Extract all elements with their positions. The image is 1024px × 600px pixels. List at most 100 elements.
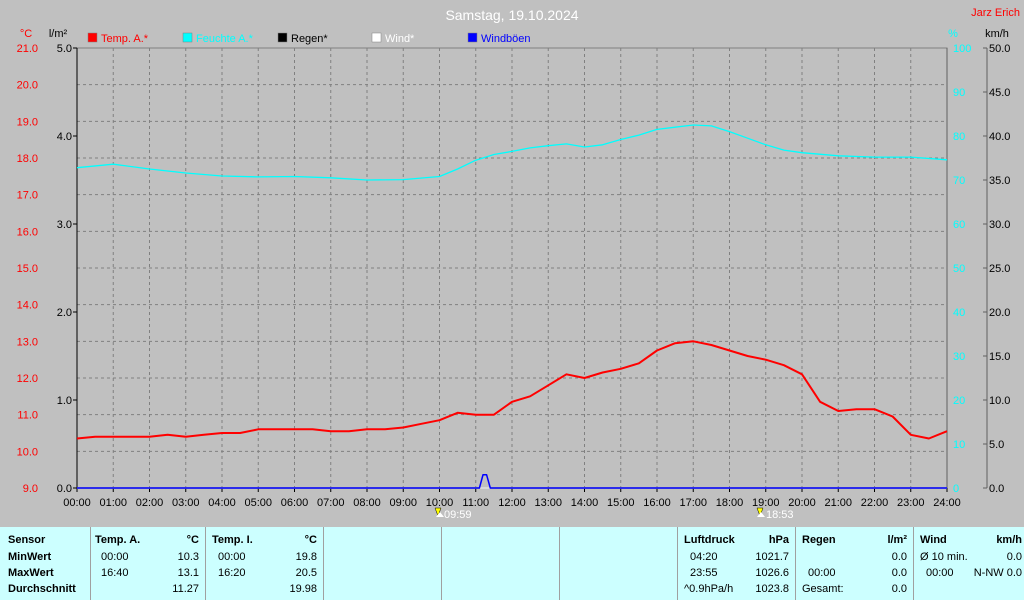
- stats-col-empty-3: [560, 527, 678, 600]
- rain-tick-label: 5.0: [57, 43, 72, 55]
- stats-col-empty-2: [442, 527, 560, 600]
- time-axis-ticks: 00:00 01:00 02:00 03:00 04:00 05:00 06:00 07:00…: [63, 488, 961, 509]
- legend-label: Temp. A.*: [101, 33, 149, 45]
- pressure-unit: hPa: [768, 534, 789, 546]
- sunrise-time: 09:59: [444, 509, 472, 521]
- legend-swatch: [182, 32, 193, 43]
- temp-i-header: Temp. I.: [212, 534, 253, 546]
- author-label: Jarz Erich: [971, 7, 1020, 19]
- humidity-line: [76, 124, 948, 181]
- wind-tick-label: 45.0: [989, 87, 1010, 99]
- time-tick-label: 06:00: [281, 497, 309, 509]
- stats-table: Sensor MinWert MaxWert Durchschnitt Temp…: [0, 527, 1024, 600]
- temp-line: [76, 340, 948, 440]
- humidity-tick-label: 30: [953, 351, 965, 363]
- sunset-arrow-icon: [757, 512, 765, 517]
- temp-tick-label: 11.0: [17, 410, 38, 422]
- temp-tick-label: 15.0: [17, 263, 38, 275]
- temp-tick-label: 14.0: [17, 300, 38, 312]
- humidity-unit-label: %: [948, 28, 958, 40]
- stats-col-rain: Regen l/m² 0.0 00:00 0.0 Gesamt: 0.0: [796, 527, 914, 600]
- time-tick-label: 10:00: [426, 497, 454, 509]
- legend-swatch: [277, 32, 288, 43]
- humidity-tick-label: 70: [953, 175, 965, 187]
- time-tick-label: 24:00: [933, 497, 961, 509]
- legend-swatch: [87, 32, 98, 43]
- chart-title: Samstag, 19.10.2024: [445, 7, 578, 23]
- wind-max-dir: N-NW 0.0: [973, 567, 1022, 579]
- time-tick-label: 02:00: [136, 497, 164, 509]
- row-label-max: MaxWert: [8, 567, 54, 579]
- time-tick-label: 15:00: [607, 497, 635, 509]
- wind-tick-label: 30.0: [989, 219, 1010, 231]
- time-tick-label: 07:00: [317, 497, 345, 509]
- time-tick-label: 00:00: [63, 497, 91, 509]
- wind-header: Wind: [920, 534, 947, 546]
- temp-tick-label: 9.0: [23, 483, 38, 495]
- rain-time: 00:00: [808, 567, 836, 579]
- temp-tick-label: 17.0: [17, 190, 38, 202]
- pressure-max: 1026.6: [755, 567, 789, 579]
- humidity-tick-label: 40: [953, 307, 965, 319]
- pressure-min-time: 04:20: [690, 551, 718, 563]
- temp-a-min: 10.3: [177, 551, 199, 563]
- stats-col-wind: Wind km/h Ø 10 min. 0.0 00:00 N-NW 0.0: [914, 527, 1024, 600]
- rain-header: Regen: [802, 534, 836, 546]
- wind-tick-label: 5.0: [989, 439, 1004, 451]
- weather-chart: Samstag, 19.10.2024 Jarz Erich °C l/m² %…: [16, 7, 1020, 521]
- temp-tick-label: 13.0: [17, 336, 38, 348]
- temp-i-max: 20.5: [295, 567, 317, 579]
- rain-tick-label: 2.0: [57, 307, 72, 319]
- time-tick-label: 13:00: [534, 497, 562, 509]
- humidity-tick-label: 20: [953, 395, 965, 407]
- rain-total: 0.0: [891, 583, 907, 595]
- time-tick-label: 21:00: [824, 497, 852, 509]
- temp-tick-label: 19.0: [17, 116, 38, 128]
- time-tick-label: 09:00: [389, 497, 417, 509]
- time-tick-label: 14:00: [571, 497, 599, 509]
- humidity-tick-label: 100: [953, 43, 971, 55]
- time-tick-label: 05:00: [244, 497, 272, 509]
- sensor-header: Sensor: [8, 534, 46, 546]
- temp-i-max-time: 16:20: [218, 567, 246, 579]
- humidity-tick-label: 60: [953, 219, 965, 231]
- sunset-marker: 18:53: [756, 507, 794, 521]
- time-tick-label: 08:00: [353, 497, 381, 509]
- wind-unit: km/h: [996, 534, 1022, 546]
- legend-label: Feuchte A.*: [196, 33, 254, 45]
- rain-tick-label: 0.0: [57, 483, 72, 495]
- temp-a-header: Temp. A.: [95, 534, 141, 546]
- wind-tick-label: 25.0: [989, 263, 1010, 275]
- time-tick-label: 19:00: [752, 497, 780, 509]
- wind-axis-ticks: 0.0 5.0 10.0 15.0 20.0 25.0 30.0 35.0 40.0 45.0 50…: [983, 43, 1010, 495]
- temp-tick-label: 10.0: [17, 446, 38, 458]
- legend-swatch: [371, 32, 382, 43]
- stats-col-temp-a: Temp. A. °C 00:00 10.3 16:40 13.1 11.27: [91, 527, 206, 600]
- gust-line: [77, 474, 947, 489]
- legend-label: Regen*: [291, 33, 328, 45]
- temp-i-unit: °C: [304, 534, 317, 546]
- rain-total-label: Gesamt:: [802, 583, 844, 595]
- temp-unit-label: °C: [20, 28, 32, 40]
- wind-avg: 0.0: [1006, 551, 1022, 563]
- temp-a-unit: °C: [186, 534, 199, 546]
- pressure-header: Luftdruck: [684, 534, 735, 546]
- pressure-min: 1021.7: [755, 551, 789, 563]
- sunrise-arrow-icon: [436, 512, 444, 517]
- humidity-tick-label: 10: [953, 439, 965, 451]
- temp-tick-label: 21.0: [17, 43, 38, 55]
- rain-tick-label: 4.0: [57, 131, 72, 143]
- humidity-tick-label: 0: [953, 483, 959, 495]
- pressure-max-time: 23:55: [690, 567, 718, 579]
- time-tick-label: 03:00: [172, 497, 200, 509]
- wind-avg-label: Ø 10 min.: [920, 551, 968, 563]
- chart-series: [76, 124, 948, 489]
- rain-axis-ticks: 0.0 1.0 2.0 3.0 4.0 5.0: [57, 43, 77, 495]
- sunrise-icon: [434, 507, 442, 517]
- wind-tick-label: 20.0: [989, 307, 1010, 319]
- wind-tick-label: 0.0: [989, 483, 1004, 495]
- humidity-tick-label: 80: [953, 131, 965, 143]
- rain-tick-label: 1.0: [57, 395, 72, 407]
- pressure-trend: ^0.9hPa/h: [684, 583, 734, 595]
- temp-a-avg: 11.27: [172, 583, 199, 595]
